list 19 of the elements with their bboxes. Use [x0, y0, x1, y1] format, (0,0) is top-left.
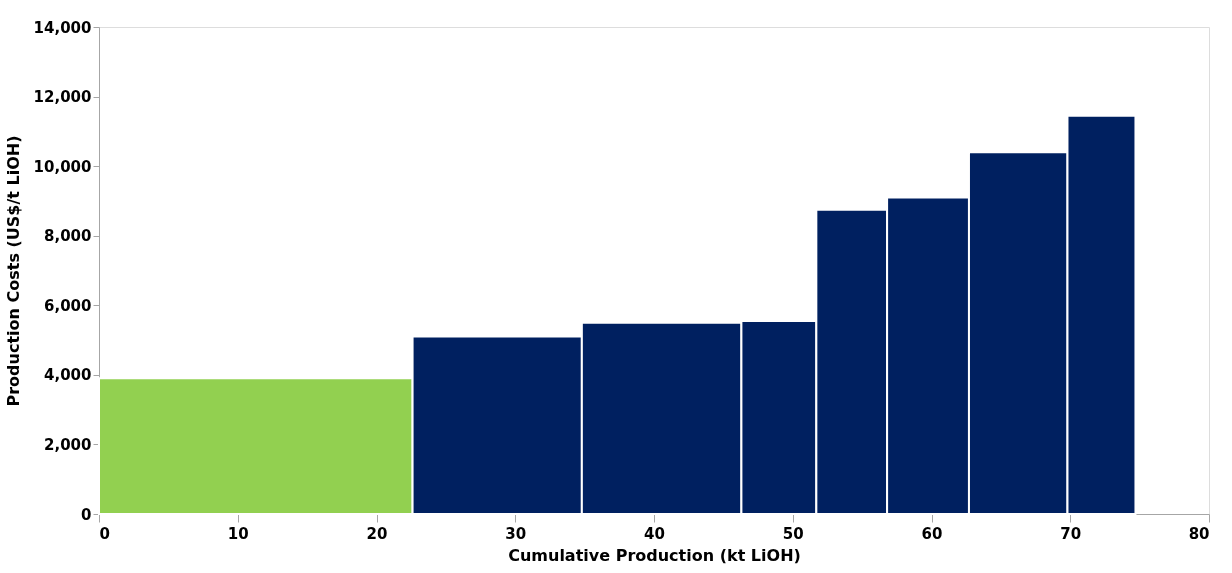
x-tick-label: 0 [99, 524, 110, 543]
x-tick-label: 60 [921, 524, 943, 543]
x-axis-title: Cumulative Production (kt LiOH) [508, 545, 801, 565]
x-tick-label: 80 [1188, 524, 1210, 543]
y-tick-label: 2,000 [44, 435, 92, 454]
y-tick-label: 10,000 [33, 157, 92, 176]
x-tick-label: 50 [782, 524, 804, 543]
y-tick-label: 8,000 [44, 227, 92, 246]
y-tick-label: 14,000 [33, 18, 92, 37]
x-tick-label: 70 [1060, 524, 1082, 543]
x-tick-label: 10 [227, 524, 249, 543]
x-tick-label: 30 [505, 524, 527, 543]
y-tick-label: 12,000 [33, 88, 92, 107]
y-axis-title: Production Costs (US$/t LiOH) [3, 135, 23, 407]
y-tick-label: 0 [81, 505, 92, 524]
x-tick-label: 40 [644, 524, 665, 543]
y-tick-label: 4,000 [44, 366, 92, 385]
x-tick-label: 20 [366, 524, 388, 543]
y-tick-label: 6,000 [44, 296, 92, 315]
